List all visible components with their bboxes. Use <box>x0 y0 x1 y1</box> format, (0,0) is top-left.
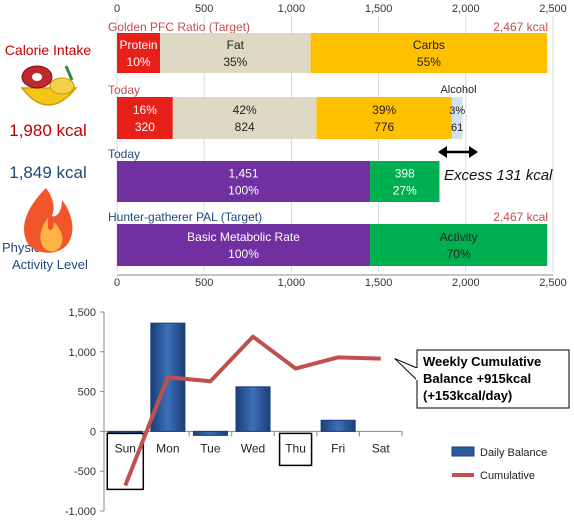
callout-text: (+153kcal/day) <box>423 388 512 403</box>
bar-segment <box>310 33 548 73</box>
x-category-label: Tue <box>200 441 221 455</box>
row-total-label: 2,467 kcal <box>493 20 548 34</box>
callout-text: Weekly Cumulative <box>423 354 541 369</box>
burn-value: 1,849 kcal <box>9 163 87 182</box>
bottom-tick-label: 2,000 <box>452 277 480 289</box>
x-category-label: Sun <box>115 441 136 455</box>
segment-label: Protein <box>120 38 158 52</box>
excess-label: Excess 131 kcal <box>444 167 553 184</box>
bar-segment <box>451 97 463 139</box>
weekly-balance-panel: -1,000 -500 0 500 1,000 1,500 Sun Mon Tue Wed Thu F… <box>0 290 574 519</box>
row-title: Hunter-gatherer PAL (Target) <box>108 210 262 224</box>
bottom-tick-label: 1,000 <box>278 277 306 289</box>
bottom-tick-label: 2,500 <box>539 277 567 289</box>
fruit-shape <box>49 77 75 95</box>
top-tick-label: 0 <box>114 3 120 15</box>
row-title: Today <box>108 83 140 97</box>
segment-label: 16% <box>133 103 157 117</box>
y-tick-label: 1,000 <box>68 347 96 359</box>
top-tick-label: 1,000 <box>278 3 306 15</box>
segment-label: 42% <box>233 103 257 117</box>
segment-value: 776 <box>374 120 394 134</box>
bar-segment <box>172 97 317 139</box>
legend-cumulative-label: Cumulative <box>480 470 535 482</box>
segment-value: 824 <box>235 120 255 134</box>
bottom-tick-label: 500 <box>195 277 213 289</box>
food-icon <box>20 65 78 106</box>
segment-label: 398 <box>395 167 415 181</box>
callout-gap <box>416 368 418 380</box>
excess-arrow-right <box>469 146 478 158</box>
bar-segment <box>117 224 371 266</box>
alcohol-label: Alcohol <box>440 84 476 96</box>
daily-balance-bar <box>320 419 356 432</box>
segment-value: 27% <box>393 184 417 198</box>
y-tick-label: 500 <box>78 387 96 399</box>
segment-label: 39% <box>372 103 396 117</box>
y-tick-label: 1,500 <box>68 307 96 319</box>
bar-segment <box>370 224 548 266</box>
top-tick-label: 1,500 <box>365 3 393 15</box>
y-tick-label: -1,000 <box>65 506 96 518</box>
y-tick-label: -500 <box>74 466 96 478</box>
x-category-label: Fri <box>331 441 345 455</box>
bar-segment <box>117 33 161 73</box>
x-category-label: Wed <box>241 441 265 455</box>
segment-label: Fat <box>227 38 245 52</box>
bottom-tick-label: 0 <box>114 277 120 289</box>
row-total-label: 2,467 kcal <box>493 210 548 224</box>
segment-value: 100% <box>228 247 259 261</box>
segment-label: Carbs <box>413 38 445 52</box>
bone-shape <box>32 73 42 81</box>
segment-label: 1,451 <box>229 167 259 181</box>
weekly-balance-chart: -1,000 -500 0 500 1,000 1,500 Sun Mon Tue Wed Thu F… <box>65 307 570 518</box>
bar-segment <box>370 161 440 202</box>
legend-bar-swatch <box>451 446 475 457</box>
excess-arrow-left <box>438 146 447 158</box>
calorie-balance-panel: Calorie Intake 1,980 kcal 1,849 kcal Physic… <box>2 3 567 289</box>
bar-segment <box>117 161 371 202</box>
segment-value: 35% <box>223 55 247 69</box>
bar-segment <box>117 97 173 139</box>
segment-label: Activity <box>440 230 478 244</box>
top-tick-label: 2,500 <box>539 3 567 15</box>
segment-label: 3% <box>449 105 465 117</box>
segment-value: 61 <box>451 122 463 134</box>
segment-value: 70% <box>447 247 471 261</box>
y-tick-label: 0 <box>90 426 96 438</box>
cumulative-line <box>123 334 381 487</box>
bar-segment <box>316 97 452 139</box>
bar-segment <box>160 33 311 73</box>
legend-daily-label: Daily Balance <box>480 447 547 459</box>
segment-label: Basic Metabolic Rate <box>187 230 300 244</box>
row-title: Today <box>108 147 140 161</box>
flame-icon <box>24 188 73 253</box>
segment-value: 55% <box>417 55 441 69</box>
callout-pointer <box>394 358 418 381</box>
segment-value: 10% <box>127 55 151 69</box>
top-tick-label: 2,000 <box>452 3 480 15</box>
category-highlight-box <box>278 432 313 467</box>
callout-box <box>416 349 570 409</box>
callout-text: Balance +915kcal <box>423 371 531 386</box>
segment-value: 100% <box>228 184 259 198</box>
bottom-tick-label: 1,500 <box>365 277 393 289</box>
x-category-label: Sat <box>372 441 391 455</box>
calorie-intake-label: Calorie Intake <box>5 42 92 58</box>
intake-value: 1,980 kcal <box>9 121 87 140</box>
daily-balance-bar <box>235 386 271 432</box>
segment-value: 320 <box>135 120 155 134</box>
flame-inner <box>40 218 63 252</box>
activity-label-line2: Activity Level <box>12 257 88 272</box>
leaf-shape <box>64 65 74 81</box>
top-tick-label: 500 <box>195 3 213 15</box>
x-category-label: Mon <box>156 441 179 455</box>
x-category-label: Thu <box>285 441 306 455</box>
daily-balance-bar <box>192 430 228 436</box>
row-title: Golden PFC Ratio (Target) <box>108 20 250 34</box>
